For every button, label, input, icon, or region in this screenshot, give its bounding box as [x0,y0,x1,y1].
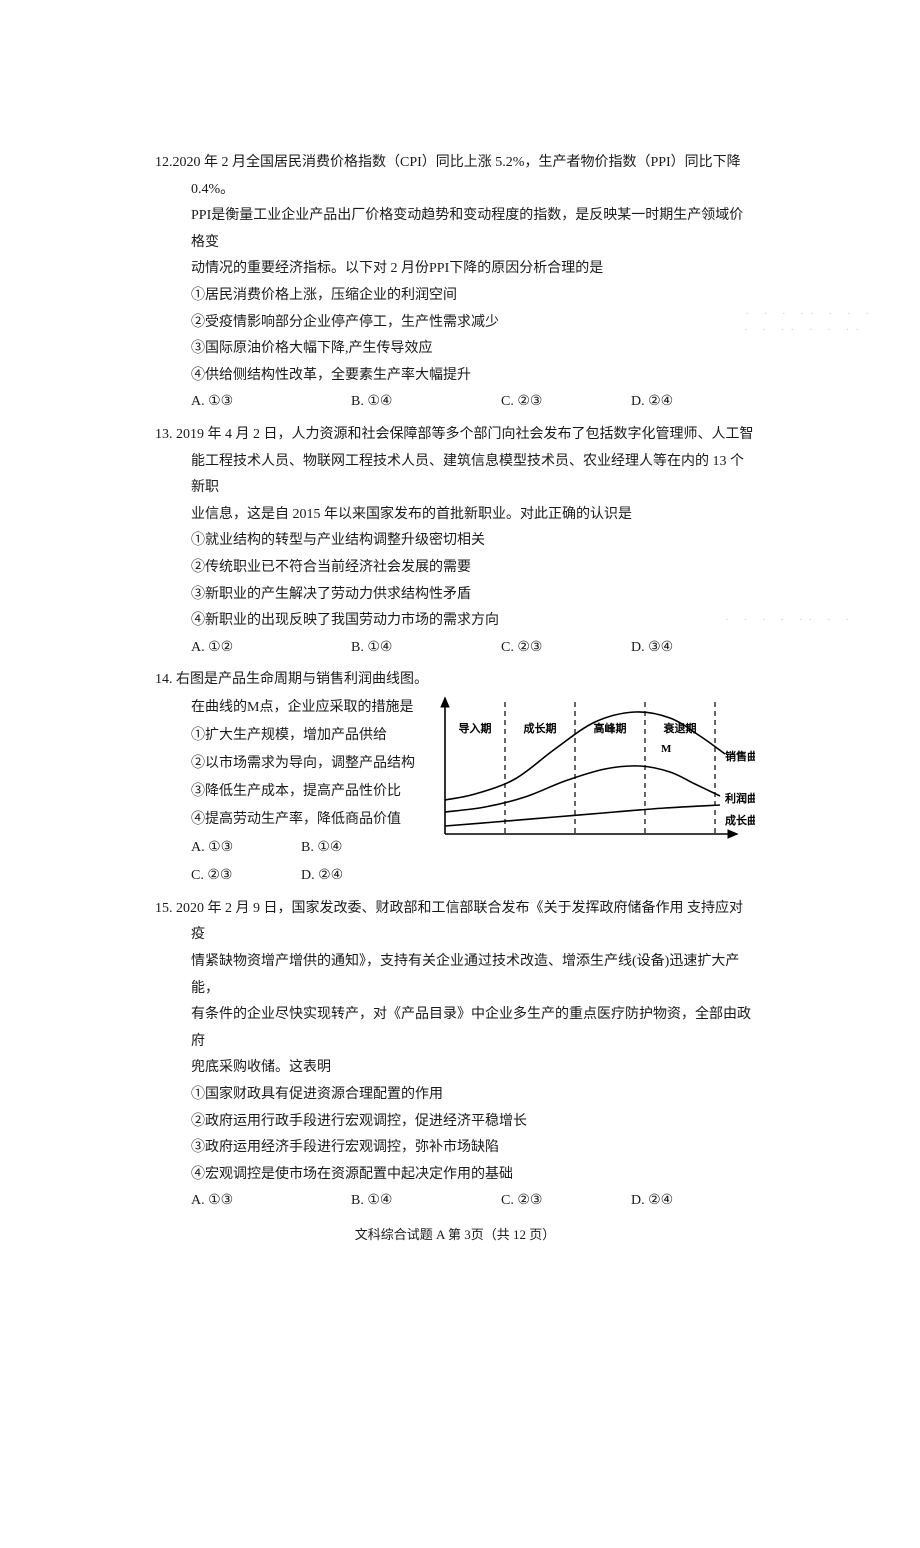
page-footer: 文科综合试题 A 第 3页（共 12 页） [155,1223,755,1248]
q14-l3: ②以市场需求为导向，调整产品结构 [191,750,435,778]
q12-optA: A. ①③ [191,389,351,416]
q15-optA: A. ①③ [191,1188,351,1215]
question-13: 13. 2019 年 4 月 2 日，人力资源和社会保障部等多个部门向社会发布了… [155,422,755,661]
q12-line1: 12.2020 年 2 月全国居民消费价格指数（CPI）同比上涨 5.2%，生产… [155,150,755,203]
q13-s4-row: ④新职业的出现反映了我国劳动力市场的需求方向 · · · · ·· · · [155,608,755,635]
q14-l1: 在曲线的M点，企业应采取的措施是 [191,694,435,722]
q12-optC: C. ②③ [501,389,631,416]
q12-s2: ②受疫情影响部分企业停产停工，生产性需求减少 [191,315,499,330]
q12-s3: ③国际原油价格大幅下降,产生传导效应 [155,336,755,363]
q13-optA: A. ①② [191,635,351,662]
svg-text:利润曲线: 利润曲线 [725,791,755,805]
q12-s2-row: ②受疫情影响部分企业停产停工，生产性需求减少 · · · ·· · · · · … [155,310,755,337]
q14-line1: 14. 右图是产品生命周期与销售利润曲线图。 [155,667,755,694]
question-14: 14. 右图是产品生命周期与销售利润曲线图。 在曲线的M点，企业应采取的措施是 … [155,667,755,890]
svg-text:成长期: 成长期 [524,721,557,735]
svg-text:高峰期: 高峰期 [594,721,627,735]
q13-line1: 13. 2019 年 4 月 2 日，人力资源和社会保障部等多个部门向社会发布了… [155,422,755,449]
q12-optB: B. ①④ [351,389,501,416]
q13-optC: C. ②③ [501,635,631,662]
q14-l4: ③降低生产成本，提高产品性价比 [191,778,435,806]
q15-s2: ②政府运用行政手段进行宏观调控，促进经济平稳增长 [155,1109,755,1136]
q13-stem1: 2019 年 4 月 2 日，人力资源和社会保障部等多个部门向社会发布了包括数字… [173,427,754,442]
q15-optC: C. ②③ [501,1188,631,1215]
q14-stem: 右图是产品生命周期与销售利润曲线图。 [173,672,429,687]
q15-optD: D. ②④ [631,1188,673,1215]
q13-stem2: 能工程技术人员、物联网工程技术人员、建筑信息模型技术员、农业经理人等在内的 13… [155,449,755,502]
q15-options: A. ①③ B. ①④ C. ②③ D. ②④ [155,1188,755,1215]
q15-stem1: 2020 年 2 月 9 日，国家发改委、财政部和工信部联合发布《关于发挥政府储… [173,901,744,943]
q14-optB: B. ①④ [301,834,411,862]
q13-num: 13. [155,427,173,442]
q14-options-row2: C. ②③ D. ②④ [191,862,435,890]
q12-num: 12. [155,155,173,170]
q12-options: A. ①③ B. ①④ C. ②③ D. ②④ [155,389,755,416]
q14-optC: C. ②③ [191,862,301,890]
q13-options: A. ①② B. ①④ C. ②③ D. ③④ [155,635,755,662]
q15-s4: ④宏观调控是使市场在资源配置中起决定作用的基础 [155,1162,755,1189]
q14-l2: ①扩大生产规模，增加产品供给 [191,722,435,750]
svg-text:销售曲线: 销售曲线 [725,749,755,763]
svg-text:M: M [661,743,672,755]
q12-stem2: PPI是衡量工业企业产品出厂价格变动趋势和变动程度的指数，是反映某一时期生产领域… [155,203,755,256]
q14-num: 14. [155,672,173,687]
question-12: 12.2020 年 2 月全国居民消费价格指数（CPI）同比上涨 5.2%，生产… [155,150,755,416]
q13-s3: ③新职业的产生解决了劳动力供求结构性矛盾 [155,582,755,609]
q13-s2: ②传统职业已不符合当前经济社会发展的需要 [155,555,755,582]
lifecycle-chart-svg: 导入期成长期高峰期衰退期M销售曲线利润曲线成长曲线 [435,694,755,864]
q14-optA: A. ①③ [191,834,301,862]
q14-l5: ④提高劳动生产率，降低商品价值 [191,806,435,834]
svg-text:成长曲线: 成长曲线 [725,813,755,827]
q12-stem1: 2020 年 2 月全国居民消费价格指数（CPI）同比上涨 5.2%，生产者物价… [173,155,741,197]
q15-optB: B. ①④ [351,1188,501,1215]
q13-optD: D. ③④ [631,635,673,662]
q12-optD: D. ②④ [631,389,673,416]
q15-stem3: 有条件的企业尽快实现转产，对《产品目录》中企业多生产的重点医疗防护物资，全部由政… [155,1002,755,1055]
q14-chart: 导入期成长期高峰期衰退期M销售曲线利润曲线成长曲线 [435,694,755,890]
q14-options-row1: A. ①③ B. ①④ [191,834,435,862]
question-15: 15. 2020 年 2 月 9 日，国家发改委、财政部和工信部联合发布《关于发… [155,896,755,1215]
q12-stem3: 动情况的重要经济指标。以下对 2 月份PPI下降的原因分析合理的是 [155,256,755,283]
svg-text:导入期: 导入期 [459,721,492,735]
q13-s1: ①就业结构的转型与产业结构调整升级密切相关 [155,528,755,555]
q14-left: 在曲线的M点，企业应采取的措施是 ①扩大生产规模，增加产品供给 ②以市场需求为导… [155,694,435,890]
q12-s1: ①居民消费价格上涨，压缩企业的利润空间 [155,283,755,310]
q15-s3: ③政府运用经济手段进行宏观调控，弥补市场缺陷 [155,1135,755,1162]
q15-line1: 15. 2020 年 2 月 9 日，国家发改委、财政部和工信部联合发布《关于发… [155,896,755,949]
q15-stem2: 情紧缺物资增产增供的通知》，支持有关企业通过技术改造、增添生产线(设备)迅速扩大… [155,949,755,1002]
q13-stem3: 业信息，这是自 2015 年以来国家发布的首批新职业。对此正确的认识是 [155,502,755,529]
q15-stem4: 兜底采购收储。这表明 [155,1055,755,1082]
q13-optB: B. ①④ [351,635,501,662]
q14-optD: D. ②④ [301,862,411,890]
q15-num: 15. [155,901,173,916]
q15-s1: ①国家财政具有促进资源合理配置的作用 [155,1082,755,1109]
q12-s4: ④供给侧结构性改革，全要素生产率大幅提升 [155,363,755,390]
q13-s4: ④新职业的出现反映了我国劳动力市场的需求方向 [191,613,499,628]
